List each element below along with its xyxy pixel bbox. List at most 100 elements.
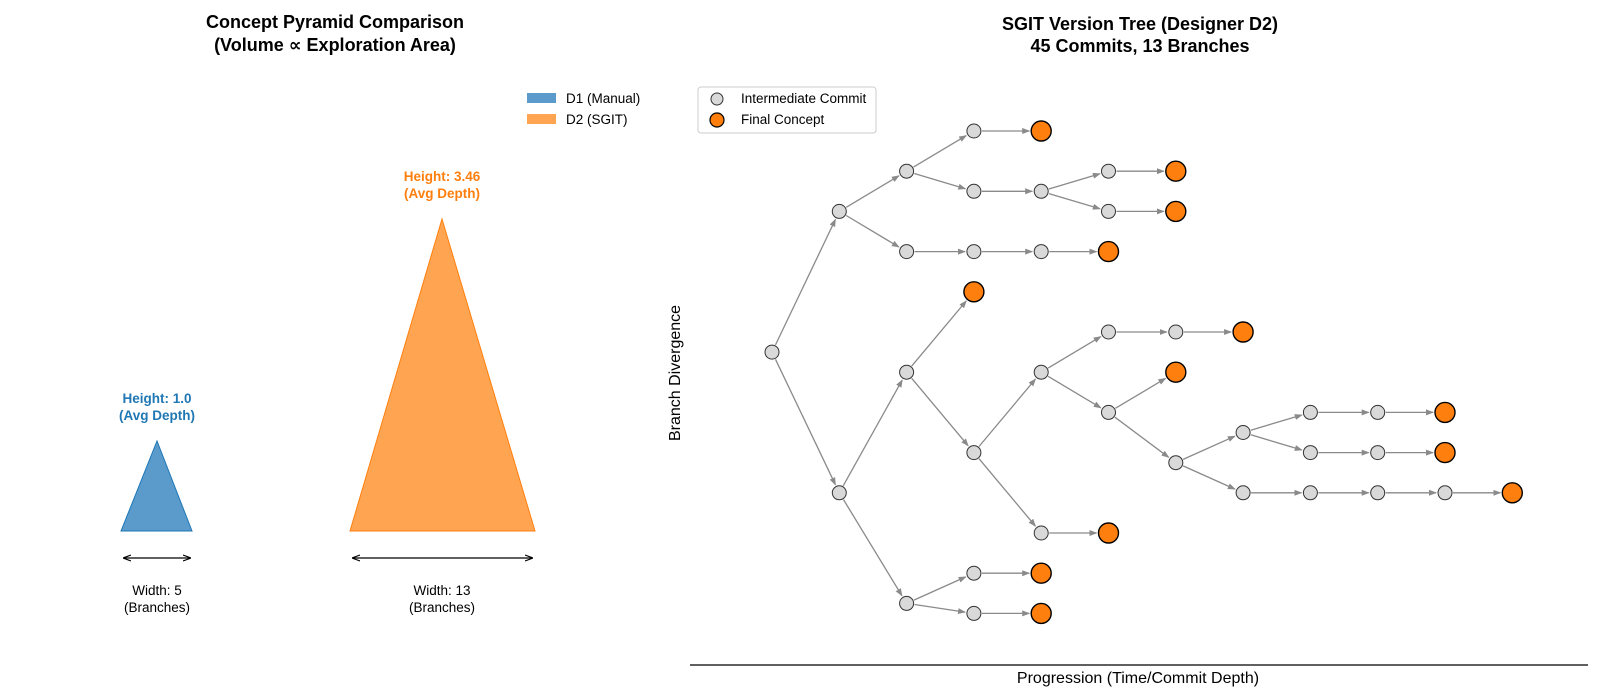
final-concept-node	[1165, 200, 1187, 223]
final-concept-node	[1434, 401, 1456, 424]
tree-nodes	[764, 120, 1524, 625]
intermediate-commit-node	[1235, 485, 1251, 501]
intermediate-commit-node	[1168, 455, 1184, 471]
intermediate-commit-node	[966, 445, 982, 461]
pyramid-d2-height-label: Height: 3.46	[404, 169, 481, 184]
pyramid-title-line2: (Volume ∝ Exploration Area)	[214, 35, 456, 55]
legend-intermediate-marker	[710, 92, 724, 106]
legend-final-label: Final Concept	[741, 112, 825, 127]
final-concept-node	[1232, 321, 1254, 343]
intermediate-commit-node	[1437, 485, 1453, 501]
intermediate-commit-node	[1101, 324, 1116, 340]
intermediate-commit-node	[1302, 404, 1318, 420]
intermediate-commit-node	[1302, 485, 1318, 501]
final-concept-node	[963, 281, 985, 303]
pyramid-d2-width-sublabel: (Branches)	[409, 600, 475, 615]
pyramid-d1-width-label: Width: 5	[132, 583, 182, 598]
intermediate-commit-node	[899, 364, 915, 380]
final-concept-node	[1030, 602, 1052, 625]
pyramid-d2-shape	[349, 217, 536, 532]
final-concept-node	[1097, 240, 1120, 263]
intermediate-commit-node	[1101, 203, 1116, 219]
tree-edge	[1048, 172, 1101, 190]
final-concept-node	[1030, 120, 1052, 142]
intermediate-commit-node	[1101, 163, 1116, 179]
final-concept-node	[1165, 361, 1187, 383]
tree-y-axis-label: Branch Divergence	[667, 305, 684, 441]
tree-edge	[913, 576, 967, 601]
tree-edge	[1250, 434, 1303, 451]
tree-title-line2: 45 Commits, 13 Branches	[1030, 36, 1249, 56]
tree-edge	[845, 175, 900, 208]
tree-edge	[845, 214, 900, 248]
intermediate-commit-node	[966, 244, 982, 260]
tree-edge	[774, 359, 836, 486]
legend-swatch-d1	[527, 93, 556, 103]
pyramid-d1-height-sublabel: (Avg Depth)	[119, 408, 195, 423]
tree-edge	[1115, 377, 1167, 409]
tree-edge	[1182, 465, 1236, 490]
intermediate-commit-node	[899, 244, 915, 260]
pyramid-d2-height-sublabel: (Avg Depth)	[404, 186, 480, 201]
tree-edge	[1047, 375, 1102, 409]
intermediate-commit-node	[1033, 525, 1049, 541]
tree-edge	[1250, 414, 1303, 431]
tree-title-line1: SGIT Version Tree (Designer D2)	[1002, 14, 1278, 34]
intermediate-commit-node	[899, 163, 915, 179]
tree-edge	[1182, 435, 1236, 460]
legend-intermediate-label: Intermediate Commit	[741, 91, 867, 106]
version-tree-panel: SGIT Version Tree (Designer D2) 45 Commi…	[667, 14, 1588, 687]
intermediate-commit-node	[1370, 485, 1386, 501]
tree-edge	[978, 458, 1037, 527]
intermediate-commit-node	[1101, 404, 1116, 420]
final-concept-node	[1097, 522, 1120, 544]
tree-edge	[1047, 336, 1102, 369]
tree-edge	[978, 378, 1037, 447]
intermediate-commit-node	[1370, 445, 1386, 461]
intermediate-commit-node	[1370, 404, 1386, 420]
final-concept-node	[1165, 160, 1187, 182]
tree-edges	[774, 128, 1502, 617]
tree-edge	[914, 603, 966, 615]
pyramid-d2-width-label: Width: 13	[413, 583, 470, 598]
pyramid-panel: Concept Pyramid Comparison (Volume ∝ Exp…	[119, 12, 640, 615]
tree-edge	[911, 300, 967, 367]
legend-label-d2: D2 (SGIT)	[566, 112, 628, 127]
intermediate-commit-node	[831, 485, 847, 501]
pyramid-d1: Height: 1.0 (Avg Depth) Width: 5 (Branch…	[119, 391, 195, 615]
intermediate-commit-node	[966, 123, 982, 139]
intermediate-commit-node	[966, 605, 982, 621]
tree-x-axis-label: Progression (Time/Commit Depth)	[1017, 670, 1259, 687]
intermediate-commit-node	[1168, 324, 1184, 340]
intermediate-commit-node	[1033, 364, 1049, 380]
tree-edge	[842, 499, 903, 597]
intermediate-commit-node	[1235, 425, 1251, 440]
tree-legend: Intermediate Commit Final Concept	[697, 86, 877, 134]
final-concept-node	[1501, 482, 1524, 504]
final-concept-node	[1434, 441, 1456, 464]
tree-edge	[913, 135, 968, 168]
intermediate-commit-node	[831, 203, 847, 219]
intermediate-commit-node	[1033, 183, 1049, 199]
legend-swatch-d2	[527, 114, 556, 124]
final-concept-node	[1030, 562, 1052, 584]
tree-edge	[774, 218, 836, 346]
tree-edge	[1114, 416, 1170, 458]
pyramid-d1-shape	[120, 439, 193, 532]
pyramid-d1-height-label: Height: 1.0	[122, 391, 191, 406]
legend-final-marker	[709, 112, 725, 128]
tree-legend-box	[697, 86, 877, 134]
intermediate-commit-node	[966, 183, 982, 199]
pyramid-title-line1: Concept Pyramid Comparison	[206, 12, 464, 32]
tree-edge	[1048, 192, 1101, 210]
intermediate-commit-node	[1033, 244, 1049, 260]
intermediate-commit-node	[899, 595, 915, 611]
intermediate-commit-node	[966, 565, 982, 581]
intermediate-commit-node	[1302, 445, 1318, 461]
tree-edge	[911, 377, 969, 447]
intermediate-commit-node	[764, 344, 780, 360]
pyramid-d2: Height: 3.46 (Avg Depth) Width: 13 (Bran…	[349, 169, 536, 615]
tree-edge	[914, 172, 967, 190]
pyramid-d1-width-sublabel: (Branches)	[124, 600, 190, 615]
